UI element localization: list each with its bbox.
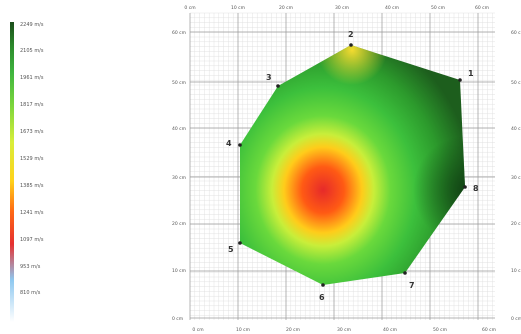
sensor-dot (403, 271, 407, 275)
sensor-label: 3 (266, 73, 272, 82)
axis-label: 30 cm (337, 327, 351, 333)
sensor-label: 1 (468, 69, 474, 78)
axis-label: 20 cm (511, 221, 521, 227)
axis-label: 0 cm (184, 5, 195, 11)
axis-label: 60 cm (475, 5, 489, 11)
sensor-dot (349, 43, 353, 47)
sensor-dot (238, 241, 242, 245)
axis-label: 50 cm (433, 327, 447, 333)
sensor-label: 2 (348, 30, 354, 39)
velocity-color-scale (10, 22, 14, 322)
legend-label: 1385 m/s (20, 183, 44, 189)
axis-label: 60 cm (482, 327, 496, 333)
axis-label: 50 cm (431, 5, 445, 11)
axis-labels: 0 cm 10 cm 20 cm 30 cm 40 cm 50 cm 60 cm0 cm 10… (172, 5, 521, 333)
sensor-label: 6 (319, 293, 325, 302)
axis-label: 50 cm (511, 80, 521, 86)
legend-label: 1961 m/s (20, 75, 44, 81)
legend-label: 1241 m/s (20, 210, 44, 216)
axis-label: 40 cm (172, 126, 186, 132)
axis-label: 50 cm (172, 80, 186, 86)
axis-label: 0 cm (192, 327, 203, 333)
axis-label: 10 cm (511, 268, 521, 274)
sensor-dot (276, 84, 280, 88)
axis-label: 20 cm (286, 327, 300, 333)
axis-label: 60 cm (511, 30, 521, 36)
axis-label: 0 cm (511, 316, 521, 322)
axis-label: 10 cm (236, 327, 250, 333)
axis-label: 30 cm (172, 175, 186, 181)
axis-label: 20 cm (279, 5, 293, 11)
sensor-label: 8 (473, 184, 479, 193)
sensor-points: 1 2 3 4 5 6 7 8 (226, 30, 479, 302)
legend-label: 2249 m/s (20, 22, 44, 28)
legend-label: 1097 m/s (20, 237, 44, 243)
sensor-dot (321, 283, 325, 287)
axis-label: 30 cm (511, 175, 521, 181)
legend-label: 1817 m/s (20, 102, 44, 108)
axis-label: 10 cm (231, 5, 245, 11)
axis-label: 0 cm (172, 316, 183, 322)
sensor-label: 4 (226, 139, 232, 148)
legend-label: 1673 m/s (20, 129, 44, 135)
sensor-dot (238, 143, 242, 147)
axis-label: 20 cm (172, 221, 186, 227)
legend-label: 810 m/s (20, 290, 41, 296)
sensor-dot (458, 78, 462, 82)
axis-label: 60 cm (172, 30, 186, 36)
sensor-label: 5 (228, 245, 234, 254)
legend-label: 953 m/s (20, 264, 41, 270)
axis-label: 40 cm (385, 5, 399, 11)
sensor-dot (463, 185, 467, 189)
axis-label: 30 cm (335, 5, 349, 11)
axis-label: 10 cm (172, 268, 186, 274)
axis-label: 40 cm (511, 126, 521, 132)
sensor-label: 7 (409, 281, 415, 290)
legend-label: 1529 m/s (20, 156, 44, 162)
axis-label: 40 cm (383, 327, 397, 333)
legend-label: 2105 m/s (20, 48, 44, 54)
